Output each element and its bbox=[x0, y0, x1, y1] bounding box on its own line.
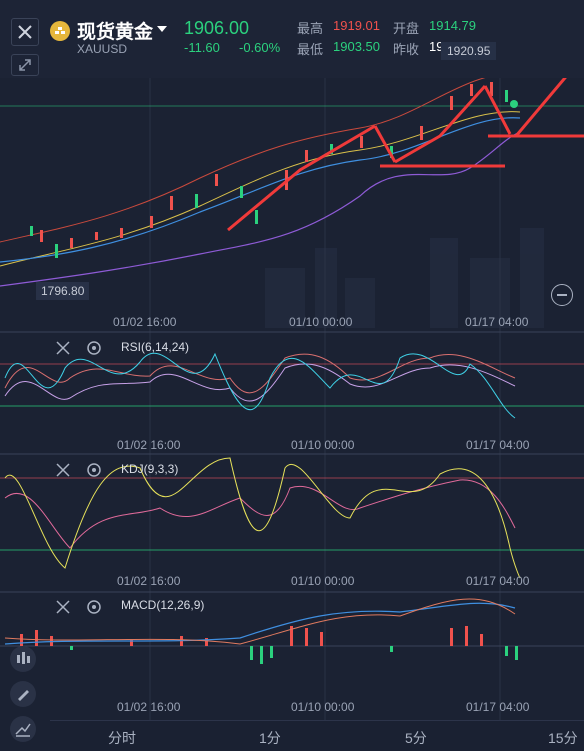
price-change-pct: -0.60% bbox=[239, 40, 281, 55]
quote-header bbox=[0, 0, 584, 78]
price-high-tag: 1920.95 bbox=[441, 42, 497, 60]
settings-icon[interactable] bbox=[85, 598, 103, 616]
close-icon[interactable] bbox=[54, 339, 72, 357]
last-price: 1906.00 bbox=[184, 18, 250, 38]
low-label: 最低 bbox=[297, 42, 324, 57]
period-tab-bar bbox=[50, 720, 584, 751]
settings-icon[interactable] bbox=[85, 339, 103, 357]
prev-close-label: 昨收 bbox=[393, 42, 420, 57]
close-icon[interactable] bbox=[54, 598, 72, 616]
high-value: 1919.01 bbox=[333, 18, 380, 33]
zoom-out-icon[interactable] bbox=[551, 284, 573, 306]
price-low-tag: 1796.80 bbox=[36, 282, 90, 300]
open-label: 开盘 bbox=[393, 21, 420, 36]
collapse-icon[interactable] bbox=[11, 54, 39, 76]
close-icon[interactable] bbox=[54, 461, 72, 479]
x-tick: 01/02 16:00 bbox=[117, 700, 181, 714]
tab-15min[interactable]: 15分 bbox=[548, 730, 578, 746]
close-icon[interactable] bbox=[11, 18, 39, 46]
x-tick: 01/17 04:00 bbox=[466, 700, 530, 714]
instrument-symbol: XAUUSD bbox=[77, 42, 128, 56]
candlestick-icon[interactable] bbox=[10, 646, 36, 672]
x-tick: 01/10 00:00 bbox=[291, 574, 355, 588]
x-tick: 01/02 16:00 bbox=[117, 574, 181, 588]
gold-coin-icon bbox=[50, 21, 70, 41]
high-label: 最高 bbox=[297, 21, 324, 36]
tab-1min[interactable]: 1分 bbox=[259, 730, 281, 746]
x-tick: 01/17 04:00 bbox=[466, 438, 530, 452]
rsi-title: RSI(6,14,24) bbox=[121, 340, 190, 354]
x-tick: 01/10 00:00 bbox=[289, 315, 353, 329]
settings-icon[interactable] bbox=[85, 461, 103, 479]
kdj-title: KDJ(9,3,3) bbox=[121, 462, 179, 476]
x-tick: 01/17 04:00 bbox=[465, 315, 529, 329]
tab-timeshare[interactable]: 分时 bbox=[108, 730, 136, 746]
x-tick: 01/17 04:00 bbox=[466, 574, 530, 588]
open-value: 1914.79 bbox=[429, 18, 476, 33]
x-tick: 01/02 16:00 bbox=[117, 438, 181, 452]
tab-5min[interactable]: 5分 bbox=[405, 730, 427, 746]
chart-area[interactable] bbox=[0, 78, 584, 720]
x-tick: 01/02 16:00 bbox=[113, 315, 177, 329]
line-tool-icon[interactable] bbox=[10, 716, 36, 742]
price-change: -11.60 bbox=[184, 40, 220, 55]
pen-icon[interactable] bbox=[10, 681, 36, 707]
instrument-name[interactable]: 现货黄金 bbox=[77, 22, 154, 43]
chevron-down-icon[interactable] bbox=[157, 26, 167, 32]
low-value: 1903.50 bbox=[333, 39, 380, 54]
x-tick: 01/10 00:00 bbox=[291, 438, 355, 452]
macd-title: MACD(12,26,9) bbox=[121, 598, 205, 612]
x-tick: 01/10 00:00 bbox=[291, 700, 355, 714]
